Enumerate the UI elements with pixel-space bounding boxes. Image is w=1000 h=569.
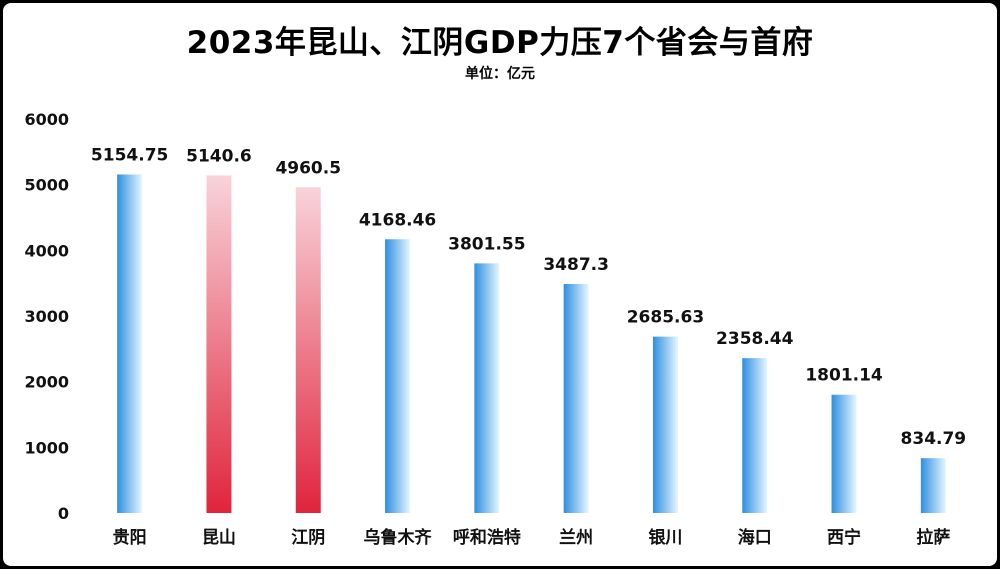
data-label: 4960.5: [275, 158, 341, 178]
data-label: 2685.63: [627, 308, 704, 328]
chart-title: 2023年昆山、江阴GDP力压7个省会与首府: [186, 25, 814, 61]
bar-chart: 0 1000 2000 3000 4000 5000 6000 5154.75 5140.6 4…: [24, 110, 967, 548]
data-label: 3487.3: [543, 255, 609, 275]
data-label: 4168.46: [359, 210, 436, 230]
y-tick-label: 3000: [24, 307, 69, 326]
bar-0: [117, 174, 143, 513]
x-tick-label: 兰州: [559, 527, 593, 548]
data-label: 3801.55: [448, 234, 525, 254]
bar-3: [385, 239, 411, 514]
bar-5: [563, 284, 589, 513]
bar-9: [920, 458, 946, 513]
bar-2: [295, 187, 321, 513]
chart-frame: 2023年昆山、江阴GDP力压7个省会与首府 单位：亿元 0 1000 2000 30…: [3, 3, 997, 566]
x-tick-label: 拉萨: [916, 527, 950, 548]
y-axis: 0 1000 2000 3000 4000 5000 6000: [24, 110, 69, 523]
chart-subtitle: 单位：亿元: [465, 66, 535, 82]
data-label: 5154.75: [91, 146, 168, 166]
x-tick-label: 贵阳: [113, 527, 147, 548]
x-tick-label: 呼和浩特: [453, 527, 521, 548]
bar-6: [652, 336, 678, 513]
x-tick-label: 西宁: [827, 527, 861, 548]
x-tick-label: 海口: [738, 527, 772, 548]
y-tick-label: 6000: [24, 110, 69, 129]
x-tick-label: 昆山: [202, 528, 236, 548]
data-label: 834.79: [901, 429, 967, 449]
x-tick-label: 银川: [648, 527, 682, 548]
bar-4: [474, 263, 500, 513]
bar-7: [742, 358, 768, 513]
y-tick-label: 2000: [24, 373, 69, 392]
data-label: 5140.6: [186, 146, 252, 166]
y-tick-label: 5000: [24, 176, 69, 195]
bar-1: [206, 175, 232, 513]
data-label: 2358.44: [716, 329, 794, 349]
y-tick-label: 4000: [24, 241, 69, 260]
x-axis: 贵阳 昆山 江阴 乌鲁木齐 呼和浩特 兰州 银川 海口 西宁 拉萨: [113, 527, 951, 548]
data-label: 1801.14: [805, 366, 883, 386]
y-tick-label: 0: [58, 504, 69, 523]
y-tick-label: 1000: [24, 438, 69, 457]
x-tick-label: 江阴: [291, 528, 325, 548]
x-tick-label: 乌鲁木齐: [364, 527, 433, 548]
bars: 5154.75 5140.6 4960.5 4168.46 3801.55 3487.3 2…: [91, 146, 967, 514]
bar-8: [831, 394, 857, 513]
